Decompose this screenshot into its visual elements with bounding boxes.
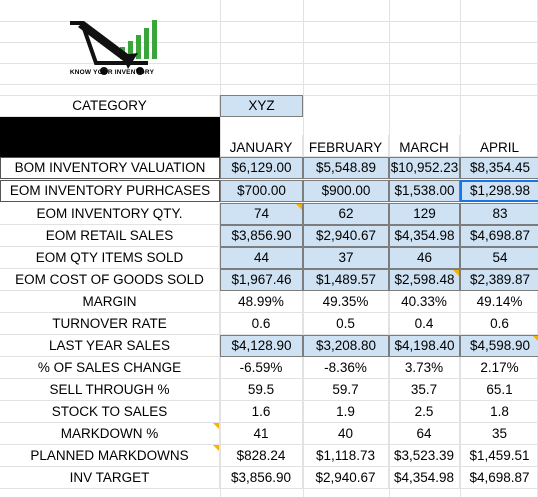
value-cell[interactable]: -8.36% — [303, 357, 389, 379]
month-header-january[interactable]: JANUARY — [220, 135, 303, 157]
value-cell[interactable]: $10,952.23 — [389, 157, 460, 179]
value-cell[interactable]: $1,118.73 — [303, 445, 389, 467]
row-label[interactable]: EOM INVENTORY QTY. — [0, 203, 220, 225]
row-label[interactable]: INV TARGET — [0, 467, 220, 489]
value-cell[interactable]: 40 — [303, 423, 389, 445]
value-cell[interactable]: 44 — [220, 247, 303, 269]
row-label[interactable]: MARKDOWN % — [0, 423, 220, 445]
row-label[interactable]: EOM QTY ITEMS SOLD — [0, 247, 220, 269]
value-cell[interactable]: 0.6 — [460, 313, 538, 335]
value-cell[interactable]: 2.17% — [460, 357, 538, 379]
value-cell[interactable]: $4,198.40 — [389, 335, 460, 357]
value-cell[interactable]: $3,856.90 — [220, 225, 303, 247]
value-cell[interactable]: $900.00 — [303, 180, 389, 202]
value-cell[interactable]: 1.8 — [460, 401, 538, 423]
value-cell[interactable]: 129 — [389, 203, 460, 225]
value-cell[interactable]: $3,856.90 — [220, 467, 303, 489]
row-label[interactable]: PLANNED MARKDOWNS — [0, 445, 220, 467]
value-cell[interactable]: 54 — [460, 247, 538, 269]
value-cell[interactable]: $6,129.00 — [220, 157, 303, 179]
month-header-march[interactable]: MARCH — [389, 135, 460, 157]
value-cell[interactable]: 0.4 — [389, 313, 460, 335]
value-cell[interactable]: 62 — [303, 203, 389, 225]
value-cell[interactable]: $4,698.87 — [460, 225, 538, 247]
value-cell[interactable]: 59.5 — [220, 379, 303, 401]
comment-marker-icon — [533, 336, 538, 342]
value-cell[interactable]: 2.5 — [389, 401, 460, 423]
value-cell[interactable]: $1,459.51 — [460, 445, 538, 467]
value-cell[interactable]: $8,354.45 — [460, 157, 538, 179]
category-label: CATEGORY — [0, 95, 220, 117]
value-cell[interactable]: 49.35% — [303, 291, 389, 313]
value-cell[interactable]: 65.1 — [460, 379, 538, 401]
value-cell[interactable]: 40.33% — [389, 291, 460, 313]
row-label[interactable]: SELL THROUGH % — [0, 379, 220, 401]
value-cell[interactable]: $4,354.98 — [389, 467, 460, 489]
value-cell[interactable]: 3.73% — [389, 357, 460, 379]
logo-text: KNOW YOUR INVENTORY — [69, 69, 155, 76]
grid-row-line — [0, 42, 538, 43]
comment-marker-icon — [296, 204, 302, 210]
value-cell[interactable]: $2,389.87 — [460, 269, 538, 291]
row-label[interactable]: EOM RETAIL SALES — [0, 225, 220, 247]
value-cell[interactable]: $2,598.48 — [389, 269, 460, 291]
value-cell[interactable]: $4,128.90 — [220, 335, 303, 357]
value-cell[interactable]: 35.7 — [389, 379, 460, 401]
value-cell[interactable]: 1.6 — [220, 401, 303, 423]
row-label[interactable]: EOM INVENTORY PURHCASES — [0, 180, 220, 202]
value-cell[interactable]: 37 — [303, 247, 389, 269]
row-label[interactable]: EOM COST OF GOODS SOLD — [0, 269, 220, 291]
value-cell[interactable]: $4,698.87 — [460, 467, 538, 489]
value-cell[interactable]: 49.14% — [460, 291, 538, 313]
value-cell[interactable]: $1,967.46 — [220, 269, 303, 291]
category-value-cell[interactable]: XYZ — [220, 95, 303, 117]
value-cell[interactable]: $828.24 — [220, 445, 303, 467]
value-cell[interactable]: 0.6 — [220, 313, 303, 335]
value-cell[interactable]: 83 — [460, 203, 538, 225]
value-cell[interactable]: $3,208.80 — [303, 335, 389, 357]
value-cell[interactable]: 35 — [460, 423, 538, 445]
value-cell[interactable]: $4,354.98 — [389, 225, 460, 247]
row-label[interactable]: MARGIN — [0, 291, 220, 313]
month-header-february[interactable]: FEBRUARY — [303, 135, 389, 157]
row-label[interactable]: % OF SALES CHANGE — [0, 357, 220, 379]
comment-marker-icon — [453, 270, 459, 276]
comment-marker-icon — [213, 423, 219, 429]
value-cell[interactable]: 46 — [389, 247, 460, 269]
row-label[interactable]: LAST YEAR SALES — [0, 335, 220, 357]
value-cell[interactable]: 1.9 — [303, 401, 389, 423]
value-cell[interactable]: 59.7 — [303, 379, 389, 401]
comment-marker-icon — [213, 445, 219, 451]
value-cell[interactable]: 41 — [220, 423, 303, 445]
value-cell[interactable]: $4,598.90 — [460, 335, 538, 357]
value-cell[interactable]: $3,523.39 — [389, 445, 460, 467]
value-cell[interactable]: $2,940.67 — [303, 467, 389, 489]
row-label[interactable]: BOM INVENTORY VALUATION — [0, 157, 220, 179]
value-cell[interactable]: -6.59% — [220, 357, 303, 379]
value-cell[interactable]: 48.99% — [220, 291, 303, 313]
value-cell[interactable]: $2,940.67 — [303, 225, 389, 247]
know-your-inventory-logo — [70, 20, 157, 75]
row-label[interactable]: STOCK TO SALES — [0, 401, 220, 423]
grid-row-line — [0, 63, 538, 64]
month-header-april[interactable]: APRIL — [460, 135, 538, 157]
value-cell[interactable]: $1,489.57 — [303, 269, 389, 291]
value-cell[interactable]: $700.00 — [220, 180, 303, 202]
grid-row-line — [0, 21, 538, 22]
value-cell[interactable]: $5,548.89 — [303, 157, 389, 179]
value-cell[interactable]: $1,298.98 — [460, 180, 538, 202]
redacted-block — [0, 117, 220, 157]
value-cell[interactable]: 74 — [220, 203, 303, 225]
value-cell[interactable]: 64 — [389, 423, 460, 445]
value-cell[interactable]: $1,538.00 — [389, 180, 460, 202]
row-label[interactable]: TURNOVER RATE — [0, 313, 220, 335]
value-cell[interactable]: 0.5 — [303, 313, 389, 335]
grid-row-line — [0, 84, 538, 85]
